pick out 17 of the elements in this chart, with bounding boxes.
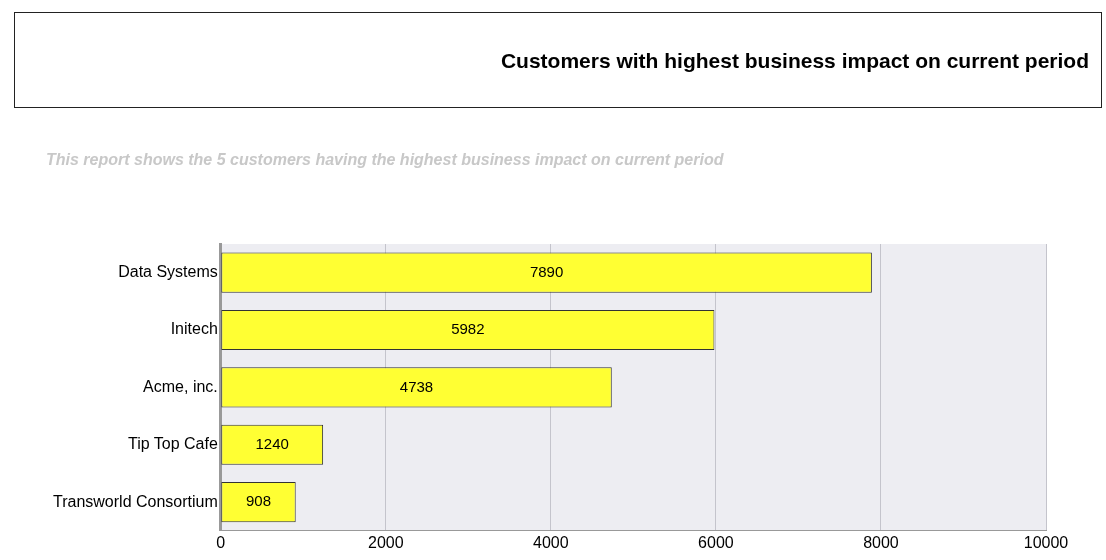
x-tick-label: 4000 [533, 533, 569, 551]
y-tick-label: Acme, inc. [143, 377, 218, 395]
y-tick-label: Transworld Consortium [52, 492, 218, 510]
x-tick-label: 8000 [863, 533, 899, 551]
data-label: 1240 [255, 434, 289, 452]
data-label: 908 [245, 492, 272, 510]
chart-title: Customers with highest business impact on current period [500, 49, 1089, 73]
y-tick-label: Initech [170, 320, 218, 338]
y-tick-label: Tip Top Cafe [127, 435, 218, 453]
y-tick-label: Data Systems [118, 263, 218, 281]
x-tick-label: 0 [216, 533, 226, 551]
data-label: 5982 [451, 320, 485, 338]
x-tick-label: 10000 [1023, 533, 1069, 551]
data-label: 4738 [399, 377, 434, 395]
x-tick-label: 6000 [698, 533, 734, 551]
x-tick-label: 2000 [368, 533, 404, 551]
data-label: 7890 [529, 262, 564, 280]
